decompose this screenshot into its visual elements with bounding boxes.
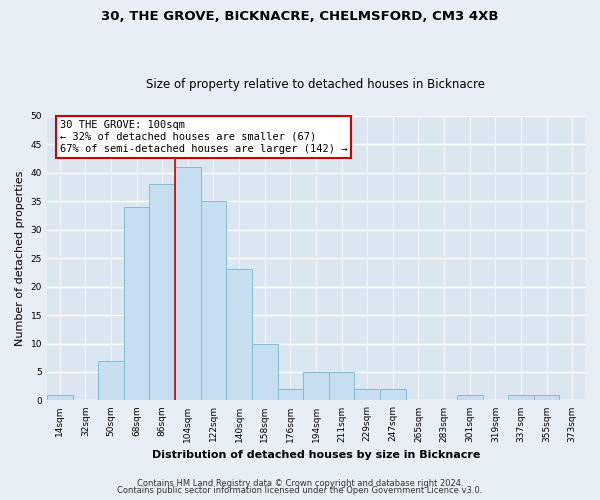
Bar [226,270,252,400]
Bar [124,207,149,400]
Bar [278,389,303,400]
Bar [47,394,73,400]
Bar [98,360,124,401]
Text: Contains HM Land Registry data © Crown copyright and database right 2024.: Contains HM Land Registry data © Crown c… [137,478,463,488]
Bar [329,372,355,400]
Y-axis label: Number of detached properties: Number of detached properties [15,170,25,346]
Bar [252,344,278,400]
Title: Size of property relative to detached houses in Bicknacre: Size of property relative to detached ho… [146,78,485,91]
Bar [534,394,559,400]
Bar [303,372,329,400]
Bar [175,167,200,400]
Bar [200,201,226,400]
Text: 30, THE GROVE, BICKNACRE, CHELMSFORD, CM3 4XB: 30, THE GROVE, BICKNACRE, CHELMSFORD, CM… [101,10,499,23]
Bar [355,389,380,400]
X-axis label: Distribution of detached houses by size in Bicknacre: Distribution of detached houses by size … [152,450,480,460]
Text: 30 THE GROVE: 100sqm
← 32% of detached houses are smaller (67)
67% of semi-detac: 30 THE GROVE: 100sqm ← 32% of detached h… [60,120,347,154]
Bar [508,394,534,400]
Bar [380,389,406,400]
Bar [149,184,175,400]
Text: Contains public sector information licensed under the Open Government Licence v3: Contains public sector information licen… [118,486,482,495]
Bar [457,394,482,400]
